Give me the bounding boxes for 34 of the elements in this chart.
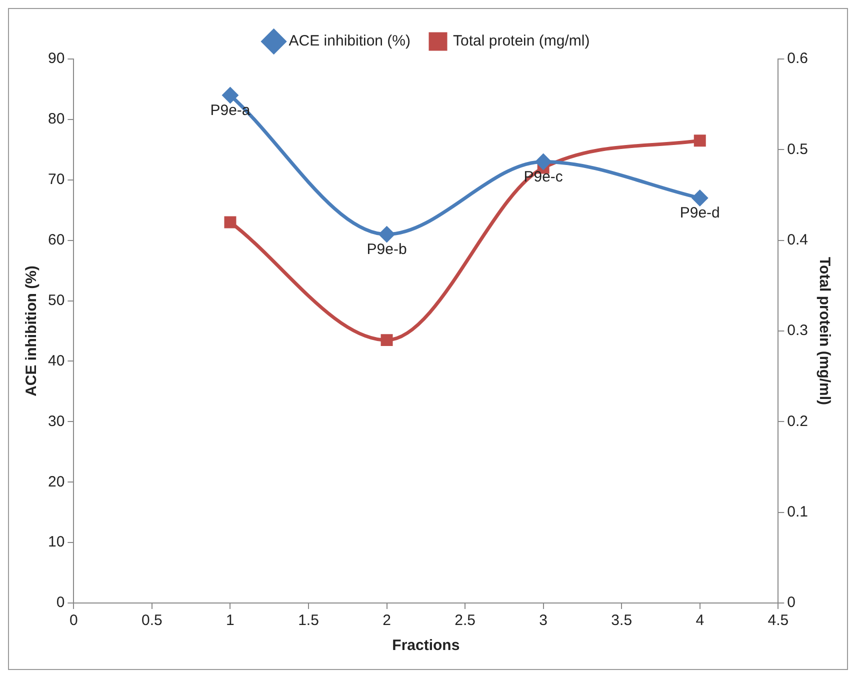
x-tick-label: 3.5 — [611, 612, 632, 630]
y-tick-label: 60 — [48, 231, 65, 248]
y-tick-label: 70 — [48, 171, 65, 188]
x-tick-label: 0.5 — [142, 612, 162, 630]
y2-tick-label: 0.5 — [787, 140, 808, 158]
annotation: P9e-b — [366, 240, 407, 258]
y2-tick-label: 0.2 — [787, 412, 808, 430]
legend-label: Total protein (mg/ml) — [453, 32, 590, 50]
y-tick-label: 20 — [48, 473, 65, 490]
x-tick-label: 2.5 — [454, 612, 476, 630]
x-tick-label: 4 — [696, 612, 704, 630]
x-axis-title: Fractions — [392, 637, 460, 654]
y-axis-title: ACE inhibition (%) — [23, 266, 40, 396]
y-tick-label: 90 — [48, 50, 65, 68]
x-tick-label: 2 — [382, 612, 391, 630]
annotation: P9e-d — [680, 204, 720, 222]
y-tick-label: 40 — [48, 352, 65, 370]
y2-tick-label: 0.1 — [787, 503, 808, 520]
x-tick-label: 1 — [226, 612, 234, 630]
y-tick-label: 80 — [48, 110, 65, 128]
y2-tick-label: 0 — [787, 594, 796, 612]
y2-tick-label: 0.6 — [787, 50, 808, 68]
x-tick-label: 3 — [539, 612, 548, 630]
y2-axis-title: Total protein (mg/ml) — [816, 256, 833, 406]
x-tick-label: 1.5 — [298, 612, 319, 630]
x-tick-label: 0 — [70, 612, 78, 630]
y-tick-label: 10 — [48, 534, 65, 551]
y2-tick-label: 0.4 — [787, 231, 808, 248]
y-tick-label: 0 — [56, 594, 65, 612]
y-tick-label: 50 — [48, 292, 65, 309]
legend-label: ACE inhibition (%) — [288, 32, 411, 50]
y-tick-label: 30 — [48, 412, 65, 430]
y2-tick-label: 0.3 — [787, 322, 808, 340]
x-tick-label: 4.5 — [768, 612, 789, 630]
